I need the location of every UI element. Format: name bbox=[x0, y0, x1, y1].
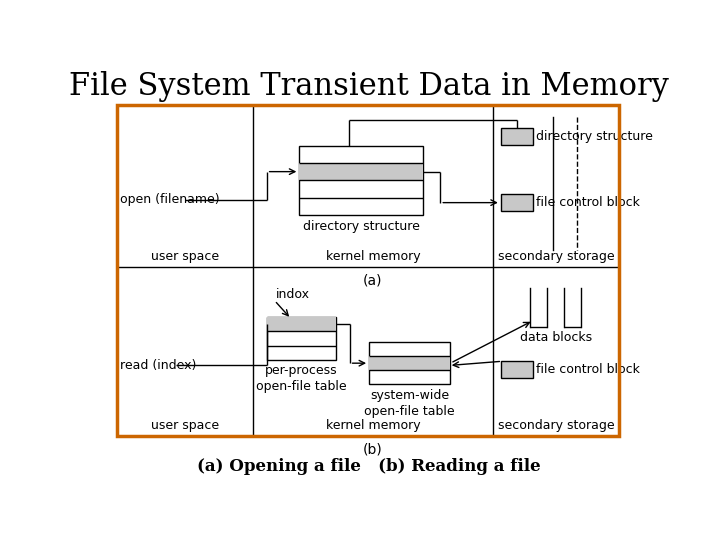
Bar bbox=[369, 342, 451, 384]
Text: system-wide
open-file table: system-wide open-file table bbox=[364, 389, 455, 418]
Text: kernel memory: kernel memory bbox=[325, 251, 420, 264]
Text: secondary storage: secondary storage bbox=[498, 419, 614, 432]
Text: kernel memory: kernel memory bbox=[325, 419, 420, 432]
Text: indox: indox bbox=[276, 288, 310, 301]
Text: file control block: file control block bbox=[536, 196, 640, 209]
Text: user space: user space bbox=[151, 419, 219, 432]
Text: File System Transient Data in Memory: File System Transient Data in Memory bbox=[69, 71, 669, 102]
Bar bbox=[300, 163, 423, 180]
Text: per-process
open-file table: per-process open-file table bbox=[256, 364, 347, 393]
Text: (a): (a) bbox=[363, 273, 382, 287]
Bar bbox=[117, 105, 619, 436]
Text: open (filename): open (filename) bbox=[120, 193, 220, 206]
Bar bbox=[500, 128, 534, 145]
Bar bbox=[266, 318, 336, 360]
Text: user space: user space bbox=[151, 251, 219, 264]
Bar bbox=[500, 194, 534, 211]
Text: (a) Opening a file   (b) Reading a file: (a) Opening a file (b) Reading a file bbox=[197, 458, 541, 475]
Text: secondary storage: secondary storage bbox=[498, 251, 614, 264]
Text: directory structure: directory structure bbox=[536, 130, 653, 143]
Bar bbox=[300, 146, 423, 215]
Bar bbox=[500, 361, 534, 378]
Text: data blocks: data blocks bbox=[520, 331, 592, 344]
Bar bbox=[266, 318, 336, 332]
Text: read (index): read (index) bbox=[120, 359, 197, 372]
Text: (b): (b) bbox=[363, 442, 383, 456]
Text: file control block: file control block bbox=[536, 363, 640, 376]
Text: directory structure: directory structure bbox=[303, 220, 420, 233]
Bar bbox=[369, 356, 451, 370]
